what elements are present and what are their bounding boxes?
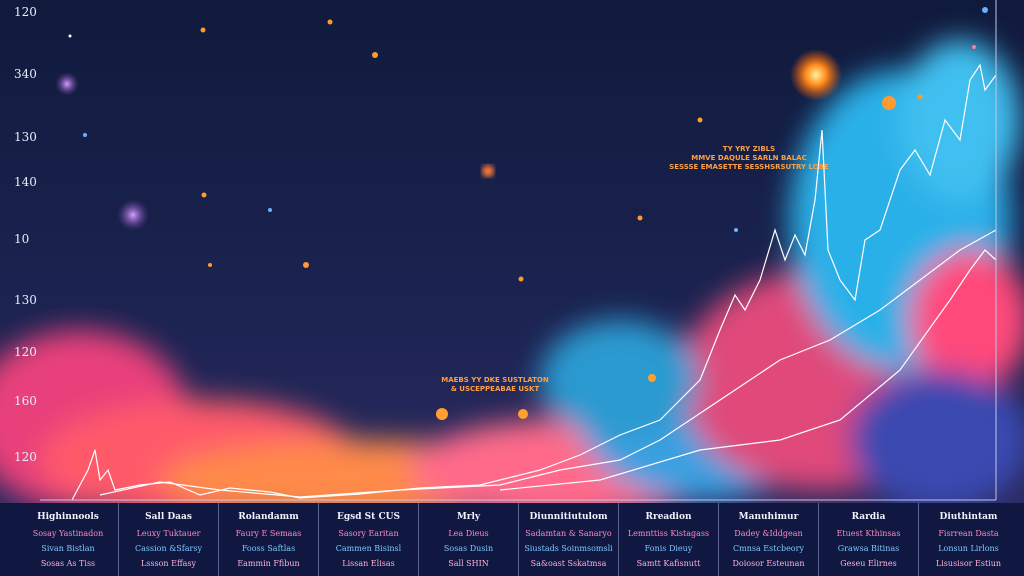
column-title: Sall Daas (145, 512, 192, 522)
column-item: Cassion &Sfarsy (135, 544, 202, 553)
y-label: 10 (14, 232, 29, 246)
column-item: Doiosor Esteunan (732, 559, 805, 568)
footer-column: Diuthintam Fisrrean Dasta Lonsun Lirlons Li… (918, 503, 1018, 576)
footer-column: Rolandamm Faury E Semaas Fooss Saftlas Eamm… (218, 503, 318, 576)
column-item: Eammin Ffibun (237, 559, 300, 568)
footer-column: Rardia Etuest Kthinsas Grawsa Bitinas Geseu… (818, 503, 918, 576)
annotation: & USCEPPEABAE USKT (451, 385, 540, 393)
column-title: Highinnools (37, 512, 99, 522)
column-item: Fonis Dieuy (644, 544, 693, 553)
column-item: Lssson Effasy (140, 559, 197, 568)
column-item: Lemnttiss Kistagass (627, 529, 710, 538)
column-title: Mrly (456, 512, 481, 522)
clouds (0, 40, 1024, 503)
column-title: Diuthintam (939, 512, 998, 522)
column-item: Samtt Kafisnutt (636, 559, 701, 568)
column-item: Fisrrean Dasta (938, 529, 999, 538)
column-item: Sall SHIN (448, 559, 489, 568)
y-label: 160 (14, 394, 37, 408)
y-label: 340 (14, 67, 37, 81)
footer-column: Diunnitiutulom Sadamtan & Sanaryo Siustads… (518, 503, 618, 576)
column-item: Lissan Elisas (342, 559, 395, 568)
column-item: Etuest Kthinsas (836, 529, 901, 538)
column-item: Grawsa Bitinas (837, 544, 900, 553)
column-title: Diunnitiutulom (529, 512, 608, 522)
column-title: Egsd St CUS (337, 512, 400, 522)
footer-column: Manuhimur Dadey &Iddgean Cmnsa Estcbeory Do… (718, 503, 818, 576)
annotation: MAEBS YY DKE SUSTLATON (441, 376, 549, 384)
column-item: Fooss Saftlas (241, 544, 296, 553)
column-item: Cammen Bisinsl (335, 544, 402, 553)
footer: Highinnools Sosay Yastinadon Sivan Bistlan… (0, 503, 1024, 576)
y-label: 130 (14, 130, 37, 144)
column-item: Leuxy Tuktauer (136, 529, 201, 538)
column-item: Sa&oast Sskatmsa (530, 559, 607, 568)
column-title: Rreadion (645, 512, 692, 522)
column-item: Sivan Bistlan (41, 544, 95, 553)
y-label: 120 (14, 450, 37, 464)
trend-lines (71, 63, 997, 501)
y-label: 140 (14, 175, 37, 189)
column-item: Sasory Earitan (338, 529, 399, 538)
column-item: Lisusisor Estiun (935, 559, 1002, 568)
annotation: MMVE DAQULE SARLN BALAC (691, 154, 806, 162)
column-item: Faury E Semaas (235, 529, 302, 538)
annotation: SESSSE EMASETTE SESSHSRSUTRY LOBE (669, 163, 829, 171)
y-label: 120 (14, 345, 37, 359)
footer-column: Egsd St CUS Sasory Earitan Cammen Bisinsl L… (318, 503, 418, 576)
y-label: 130 (14, 293, 37, 307)
column-item: Lonsun Lirlons (938, 544, 999, 553)
column-item: Siustads Soinmsomsli (524, 544, 613, 553)
column-item: Geseu Elirnes (840, 559, 897, 568)
annotation: TY YRY ZIBLS (723, 145, 775, 153)
y-labels: 120 340 130 140 10 130 120 160 120 (14, 5, 37, 464)
footer-column: Mrly Lea Dieus Sosas Dusin Sall SHIN (418, 503, 518, 576)
column-item: Lea Dieus (448, 529, 489, 538)
column-title: Rolandamm (238, 512, 299, 522)
column-item: Sosas Dusin (443, 544, 494, 553)
y-label: 120 (14, 5, 37, 19)
footer-column: Rreadion Lemnttiss Kistagass Fonis Dieuy Sa… (618, 503, 718, 576)
column-item: Sosay Yastinadon (32, 529, 104, 538)
column-item: Cmnsa Estcbeory (733, 544, 804, 553)
footer-column: Sall Daas Leuxy Tuktauer Cassion &Sfarsy Ls… (118, 503, 218, 576)
column-item: Sosas As Tiss (40, 559, 96, 568)
stars (55, 7, 988, 420)
column-title: Manuhimur (738, 512, 799, 522)
column-title: Rardia (851, 512, 886, 522)
column-item: Sadamtan & Sanaryo (525, 529, 612, 538)
footer-column: Highinnools Sosay Yastinadon Sivan Bistlan… (18, 503, 118, 576)
column-item: Dadey &Iddgean (734, 529, 803, 538)
